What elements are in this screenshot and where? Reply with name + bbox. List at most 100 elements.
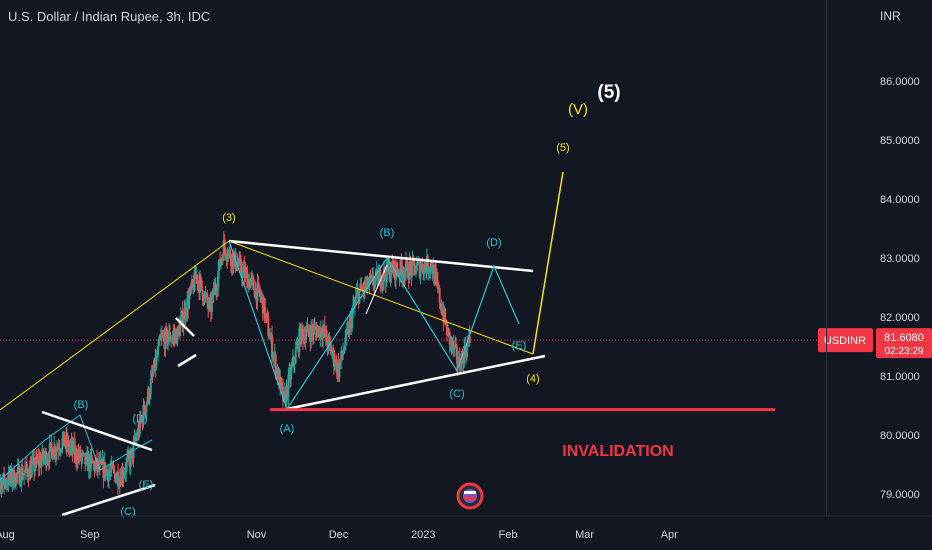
candle-body [353,302,356,307]
candle-body [307,324,310,333]
candle-body [405,260,408,262]
candle-body [389,274,392,281]
candle-body [81,453,84,458]
price-tag-value: 81.6080 [884,332,924,344]
candle-body [267,318,270,337]
candle-body [343,345,346,351]
candle-body [342,352,345,356]
candle-body [331,354,334,356]
x-tick-label: Nov [247,529,267,541]
candle-body [121,470,124,479]
wave-label: (V) [568,101,588,118]
candle-body [424,263,427,268]
candle-body [414,265,417,275]
candle-body [150,372,153,379]
y-tick-label: 84.0000 [880,194,920,206]
candle-body [168,331,171,342]
candle-body [314,326,317,330]
candle-body [16,467,19,474]
candle-body [206,294,209,304]
candle-body [435,275,438,281]
candle-body [245,270,248,272]
invalidation-label: INVALIDATION [562,443,673,460]
candle-body [176,327,179,345]
candle-body [167,339,170,345]
candle-body [416,261,419,264]
candle-body [241,269,244,279]
candle-body [311,326,314,331]
candle-body [295,346,298,350]
candle-body [30,464,33,478]
candle-body [408,262,411,280]
candle-body [59,450,62,452]
candle-body [117,485,120,487]
candle-body [58,449,61,451]
candle-body [373,278,376,287]
candle-body [360,283,363,289]
candle-body [136,438,139,440]
candle-body [308,332,311,336]
candle-body [250,277,253,282]
candle-body [177,327,180,329]
left-wave-path [0,414,153,481]
candle-body [210,298,213,313]
candle-body [460,353,463,371]
wave-label: (E) [139,479,154,491]
candle-body [264,313,267,319]
candle-body [126,457,129,463]
candle-body [235,269,238,271]
candle-body [322,330,325,338]
candle-body [142,404,145,424]
candle-body [216,286,219,291]
sub-wave-line [365,264,388,315]
last-price-tag[interactable]: USDINR 81.6080 02:23:29 [818,328,932,359]
candle-body [50,442,53,449]
candle-body [193,271,196,291]
candle-body [434,271,437,284]
candle-body [181,311,184,328]
candle-body [391,261,394,267]
candle-body [25,463,28,471]
candle-body [419,269,422,277]
candle-body [265,313,268,315]
candle-body [188,287,191,296]
candle-body [292,356,295,364]
time-axis: Aug Sep Oct Nov Dec 2023 Feb Mar Apr [0,515,932,541]
candle-body [358,290,361,303]
candle-body [185,315,188,318]
candle-body [251,277,254,280]
candle-body [208,301,211,309]
candle-body [116,472,119,486]
candle-body [169,340,172,342]
candle-body [409,262,412,267]
left-upper-line [41,410,153,452]
candle-body [423,263,426,275]
candle-body [55,447,58,452]
candle-body [148,394,151,400]
candle-body [260,296,263,298]
candle-body [244,270,247,278]
candle-body [455,347,458,364]
candle-body [76,452,79,463]
candle-body [123,472,126,476]
candle-body [395,263,398,271]
candle-body [271,357,274,359]
candle-body [238,258,241,266]
flag-top-line [175,317,195,337]
chart-title: U.S. Dollar / Indian Rupee, 3h, IDC [8,9,211,24]
candle-body [203,293,206,303]
triangle-wave-path [228,240,520,411]
candle-body [114,473,117,483]
candle-body [345,329,348,331]
x-tick-label: Aug [0,529,15,541]
candle-body [268,336,271,340]
candle-body [338,364,341,378]
candle-body [281,383,284,387]
candle-body [155,355,158,369]
candle-body [468,335,471,343]
candle-body [368,276,371,285]
candle-body [330,346,333,355]
candles [0,231,471,498]
candle-body [104,462,107,477]
